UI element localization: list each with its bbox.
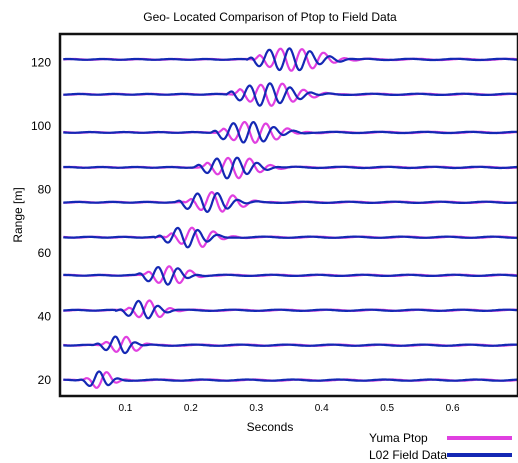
y-axis-label: Range [m] [11,187,25,242]
x-tick-label: 0.4 [315,403,329,414]
l02-field-data-trace [62,121,518,144]
y-tick-label: 40 [38,310,52,324]
l02-field-data-trace [62,299,518,320]
y-tick-label: 60 [38,246,52,260]
l02-field-data-trace [62,370,518,387]
y-tick-label: 120 [31,56,51,70]
chart-title: Geo- Located Comparison of Ptop to Field… [143,10,397,24]
legend: Yuma Ptop L02 Field Data [369,431,512,462]
y-tick-label: 100 [31,119,51,133]
x-tick-group: 0.1 0.2 0.3 0.4 0.5 0.6 [118,403,459,414]
legend-label-yuma-ptop: Yuma Ptop [369,431,428,445]
legend-label-l02-field-data: L02 Field Data [369,448,447,462]
plot-frame [58,32,518,398]
y-tick-label: 80 [38,183,52,197]
y-tick-group: 20 40 60 80 100 120 [31,56,51,388]
l02-field-data-trace [62,226,518,249]
x-tick-label: 0.5 [380,403,394,414]
x-axis-label: Seconds [247,420,294,434]
x-tick-label: 0.1 [118,403,132,414]
x-tick-label: 0.6 [446,403,460,414]
l02-field-data-trace [62,335,518,355]
l02-field-data-trace [62,47,518,72]
l02-field-data-trace [62,82,518,107]
l02-field-data-trace [62,156,518,180]
trace-group [62,47,518,389]
l02-field-data-trace [62,192,518,213]
y-tick-label: 20 [38,373,52,387]
l02-field-data-trace [62,266,518,286]
x-tick-label: 0.3 [249,403,263,414]
x-tick-label: 0.2 [184,403,198,414]
